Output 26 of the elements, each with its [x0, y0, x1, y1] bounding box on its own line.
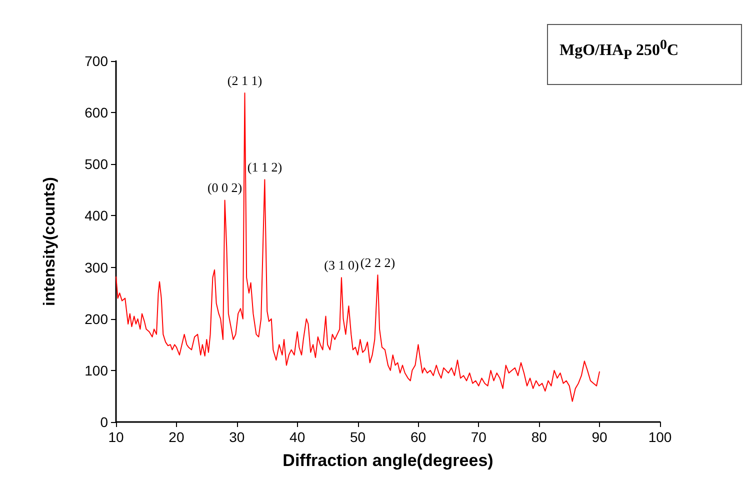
annotation: (2 1 1): [227, 72, 262, 88]
x-tick-label: 100: [648, 429, 672, 445]
y-tick-label: 400: [84, 208, 108, 224]
annotation: (3 1 0): [324, 258, 359, 273]
y-tick-label: 200: [84, 310, 108, 327]
x-tick-label: 50: [350, 429, 366, 445]
y-axis-title: intensity(counts): [42, 177, 58, 306]
x-axis-title: Diffraction angle(degrees): [282, 451, 494, 470]
y-tick-label: 100: [84, 362, 108, 378]
x-tick-label: 30: [229, 429, 245, 445]
x-tick-label: 20: [168, 429, 184, 445]
x-tick-label: 60: [410, 429, 426, 445]
x-tick-label: 10: [108, 429, 124, 445]
y-tick-label: 300: [84, 259, 108, 276]
y-tick-label: 700: [84, 53, 108, 69]
x-tick-label: 40: [290, 429, 306, 445]
x-tick-label: 80: [531, 429, 548, 445]
annotation: (2 2 2): [360, 255, 396, 270]
x-tick-label: 70: [470, 429, 487, 445]
y-tick-label: 600: [84, 104, 108, 121]
annotation: (1 1 2): [247, 160, 282, 175]
y-tick-label: 500: [84, 156, 108, 172]
line-series: [116, 92, 600, 402]
y-tick-label: 0: [100, 414, 108, 430]
x-tick-label: 90: [592, 429, 608, 445]
annotation: (0 0 2): [207, 180, 242, 196]
